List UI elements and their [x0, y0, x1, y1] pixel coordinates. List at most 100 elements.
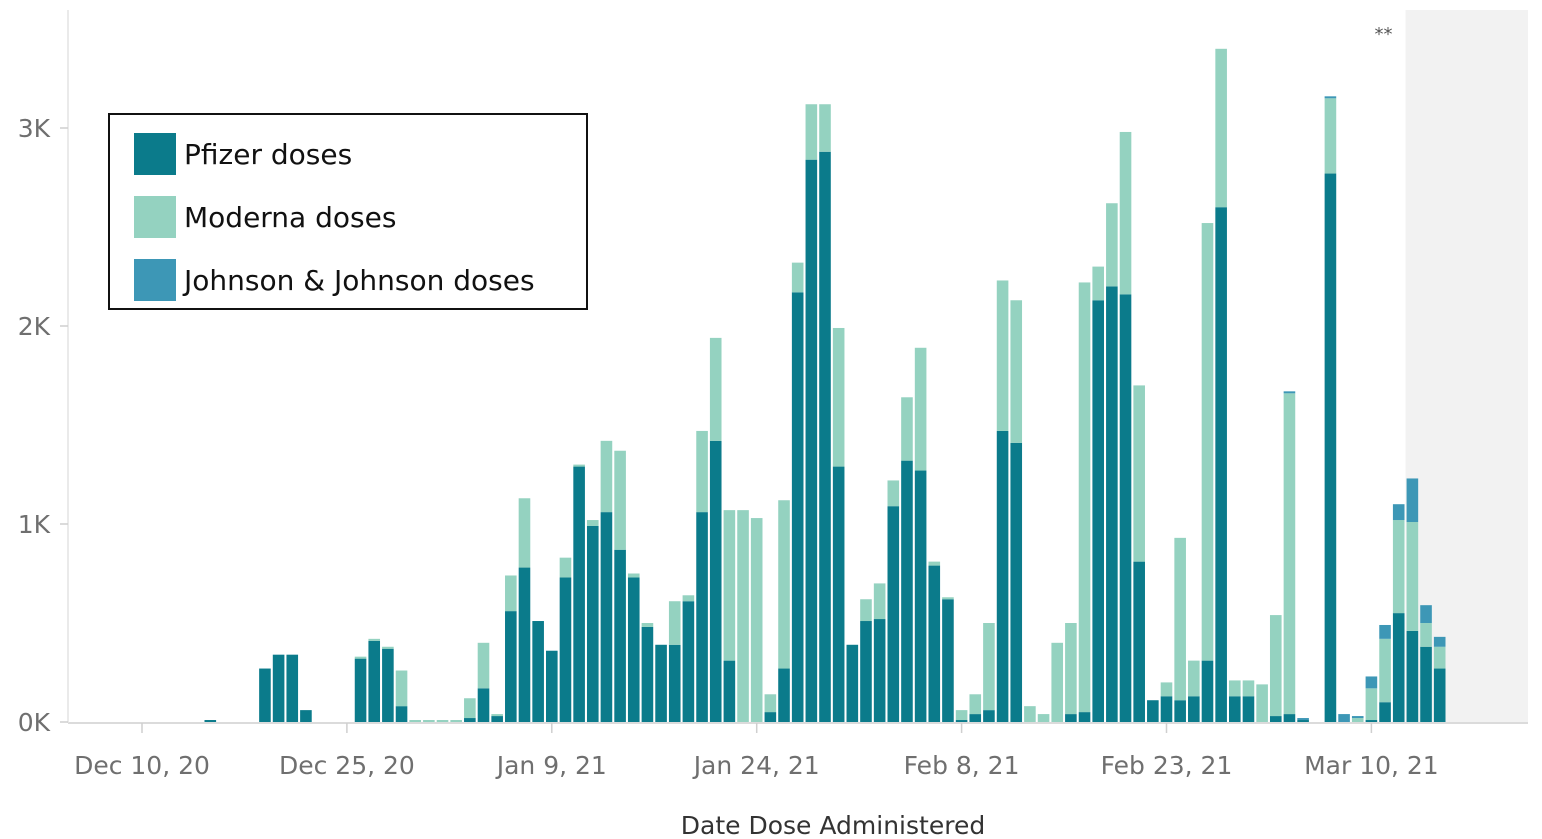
- bar-segment-pfizer: [300, 710, 312, 722]
- bar-segment-moderna: [983, 623, 995, 711]
- bar-segment-pfizer: [1147, 700, 1159, 722]
- bar-segment-moderna: [586, 520, 599, 526]
- bar-segment-moderna: [887, 480, 900, 507]
- x-tick-label: Jan 9, 21: [495, 751, 607, 780]
- bar-segment-moderna: [873, 583, 886, 620]
- legend-label-pfizer: Pfizer doses: [184, 137, 353, 171]
- bar-segment-pfizer: [532, 621, 544, 722]
- bar-segment-pfizer: [382, 648, 394, 722]
- bar-segment-pfizer: [1297, 720, 1309, 722]
- bar-segment-moderna: [559, 557, 572, 578]
- x-tick-label: Dec 25, 20: [279, 751, 415, 780]
- x-tick-label: Feb 8, 21: [904, 751, 1020, 780]
- bar-segment-pfizer: [559, 577, 572, 722]
- bar-segment-moderna: [395, 670, 408, 707]
- legend: Pfizer doses Moderna doses Johnson & Joh…: [108, 113, 588, 310]
- bar-segment-pfizer: [1406, 630, 1419, 722]
- bar-segment-moderna: [764, 694, 777, 713]
- bar-segment-moderna: [996, 280, 1009, 431]
- y-tick-label: 0K: [18, 708, 51, 737]
- bar-segment-pfizer: [955, 720, 968, 722]
- bar-segment-moderna: [955, 710, 968, 721]
- bar-segment-moderna: [409, 720, 421, 722]
- bar-segment-moderna: [819, 104, 831, 152]
- bar-segment-moderna: [573, 464, 585, 467]
- bar-segment-moderna: [928, 561, 941, 566]
- bar-segment-pfizer: [1283, 714, 1296, 722]
- bar-segment-pfizer: [546, 650, 558, 722]
- bar-segment-pfizer: [1133, 561, 1145, 722]
- bar-segment-pfizer: [696, 512, 708, 722]
- bar-segment-moderna: [805, 104, 818, 160]
- bar-segment-moderna: [1037, 714, 1050, 722]
- y-tick-label: 3K: [18, 114, 51, 143]
- bar-segment-pfizer: [1201, 660, 1214, 722]
- bar-segment-moderna: [1433, 646, 1446, 669]
- bar-segment-pfizer: [914, 470, 927, 722]
- y-axis-ticks: 0K 1K 2K 3K: [18, 114, 68, 737]
- bar-segment-pfizer: [1160, 696, 1173, 722]
- bar-segment-moderna: [1119, 131, 1132, 295]
- bar-segment-pfizer: [204, 720, 217, 722]
- bar-segment-pfizer: [614, 549, 626, 722]
- bar-segment-pfizer: [1392, 613, 1405, 722]
- bar-segment-johnson: [1338, 714, 1350, 722]
- bar-segment-moderna: [1051, 642, 1064, 722]
- bar-segment-moderna: [354, 656, 367, 659]
- bar-segment-moderna: [1065, 623, 1077, 715]
- bar-segment-pfizer: [1379, 702, 1391, 722]
- bar-segment-pfizer: [1242, 696, 1255, 722]
- bar-segment-pfizer: [1365, 720, 1378, 722]
- bar-segment-pfizer: [1106, 286, 1118, 722]
- bar-segment-pfizer: [627, 577, 640, 722]
- bar-segment-pfizer: [354, 658, 367, 722]
- bar-segment-pfizer: [942, 599, 954, 722]
- bar-segment-pfizer: [464, 718, 476, 722]
- bar-segment-moderna: [709, 337, 722, 441]
- legend-label-moderna: Moderna doses: [184, 200, 397, 234]
- bar-segment-moderna: [641, 623, 654, 627]
- bar-segment-pfizer: [983, 710, 995, 722]
- bar-segment-pfizer: [969, 714, 982, 722]
- bar-segment-johnson: [1392, 504, 1405, 521]
- bar-segment-pfizer: [887, 506, 900, 722]
- bar-segment-moderna: [1010, 300, 1023, 443]
- bar-segment-johnson: [1283, 391, 1296, 394]
- bar-segment-johnson: [1324, 96, 1337, 99]
- bar-segment-pfizer: [395, 706, 408, 722]
- bar-segment-moderna: [1092, 266, 1104, 301]
- bar-segment-moderna: [832, 327, 845, 467]
- bar-segment-moderna: [1229, 680, 1241, 697]
- legend-item-pfizer: Pfizer doses: [134, 133, 352, 175]
- bar-segment-pfizer: [709, 440, 722, 722]
- bar-segment-pfizer: [641, 626, 654, 722]
- bar-segment-pfizer: [1433, 668, 1446, 722]
- recent-period-shading: [1405, 10, 1528, 722]
- bar-segment-moderna: [901, 397, 913, 461]
- bar-segment-johnson: [1351, 716, 1364, 719]
- bar-segment-pfizer: [928, 565, 941, 722]
- bar-segment-moderna: [1365, 688, 1378, 721]
- bar-segment-pfizer: [573, 466, 585, 722]
- bar-segment-moderna: [1106, 203, 1118, 287]
- bar-segment-pfizer: [805, 159, 818, 722]
- bar-segment-pfizer: [1269, 716, 1282, 722]
- bar-segment-pfizer: [764, 712, 777, 722]
- bar-segment-pfizer: [1229, 696, 1241, 722]
- bar-segment-pfizer: [682, 601, 695, 722]
- legend-swatch-pfizer: [134, 133, 176, 175]
- bar-segment-pfizer: [1174, 700, 1186, 722]
- bar-segment-pfizer: [1420, 646, 1432, 722]
- bar-segment-moderna: [750, 518, 763, 722]
- bar-segment-moderna: [778, 500, 790, 669]
- bar-segment-moderna: [682, 595, 695, 602]
- bar-segment-pfizer: [873, 619, 886, 722]
- bar-segment-johnson: [1420, 605, 1432, 623]
- bar-segment-moderna: [1392, 520, 1405, 614]
- bar-segment-moderna: [1160, 682, 1173, 697]
- bar-segment-moderna: [627, 573, 640, 578]
- bar-segment-moderna: [464, 698, 476, 719]
- bar-segment-pfizer: [778, 668, 790, 722]
- bar-segment-pfizer: [846, 644, 859, 722]
- bar-segment-moderna: [368, 638, 381, 641]
